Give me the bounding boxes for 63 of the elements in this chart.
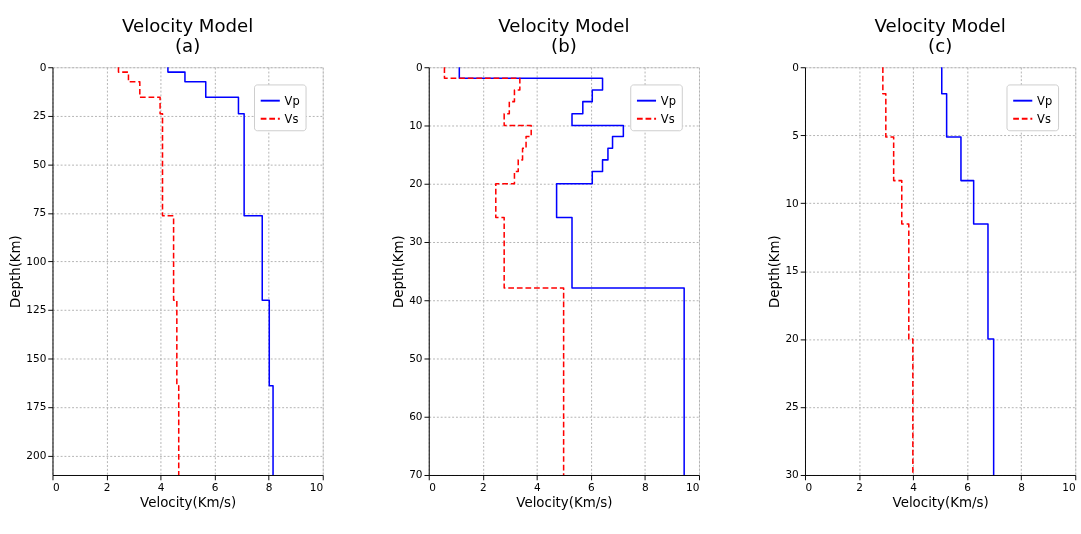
line-series <box>167 66 274 476</box>
line-series <box>458 66 685 476</box>
line-series <box>941 66 995 476</box>
y-tick-label: 10 <box>409 118 423 131</box>
y-tick-label: 30 <box>785 468 799 481</box>
y-tick-label: 100 <box>26 254 47 267</box>
y-tick-label: 0 <box>39 60 47 73</box>
y-tick-label: 50 <box>32 157 47 170</box>
x-tick-label: 0 <box>805 480 813 493</box>
x-tick-label: 8 <box>642 480 649 493</box>
y-tick-label: 25 <box>785 400 799 413</box>
x-tick-label: 6 <box>211 480 219 493</box>
y-tick-label: 40 <box>409 293 423 306</box>
x-tick-label: 4 <box>534 480 541 493</box>
y-tick-label: 200 <box>26 448 47 461</box>
x-tick-label: 0 <box>429 480 436 493</box>
y-tick-label: 50 <box>409 351 423 364</box>
x-tick-label: 10 <box>1062 480 1076 493</box>
x-tick-label: 2 <box>856 480 863 493</box>
y-tick-label: 175 <box>26 400 47 413</box>
y-tick-label: 20 <box>785 332 799 345</box>
y-tick-label: 60 <box>409 410 423 423</box>
legend-label: Vp <box>660 93 676 108</box>
legend-label: Vp <box>1037 93 1053 108</box>
x-tick-label: 2 <box>479 480 487 493</box>
y-tick-label: 125 <box>26 303 47 316</box>
x-tick-label: 8 <box>265 480 273 493</box>
line-series <box>443 66 565 476</box>
y-tick-label: 25 <box>32 109 47 122</box>
x-tick-label: 4 <box>910 480 918 493</box>
y-tick-label: 150 <box>26 351 47 364</box>
x-tick-label: 8 <box>1018 480 1026 493</box>
line-series <box>117 66 180 476</box>
x-tick-label: 4 <box>157 480 165 493</box>
chart-title: Velocity Model <box>498 14 630 36</box>
x-axis-title: Velocity(Km/s) <box>892 495 989 511</box>
legend-label: Vp <box>284 93 300 108</box>
x-tick-label: 10 <box>686 480 700 493</box>
y-axis-title: Depth(Km) <box>766 235 782 309</box>
x-tick-label: 6 <box>588 480 596 493</box>
y-tick-label: 10 <box>785 196 799 209</box>
y-tick-label: 30 <box>409 235 423 248</box>
chart-title: Velocity Model <box>122 14 254 36</box>
legend-label: Vs <box>284 111 299 126</box>
x-axis-title: Velocity(Km/s) <box>140 495 237 511</box>
line-series <box>882 66 914 476</box>
y-tick-label: 15 <box>785 264 799 277</box>
y-tick-label: 5 <box>792 128 799 141</box>
x-tick-label: 0 <box>53 480 60 493</box>
x-axis-title: Velocity(Km/s) <box>516 495 613 511</box>
y-tick-label: 75 <box>32 206 47 219</box>
x-tick-label: 6 <box>964 480 972 493</box>
chart-title: Velocity Model <box>874 14 1006 36</box>
y-axis-title: Depth(Km) <box>7 235 23 309</box>
x-tick-label: 10 <box>309 480 324 493</box>
legend-label: Vs <box>660 111 675 126</box>
x-tick-label: 2 <box>103 480 111 493</box>
y-tick-label: 70 <box>409 468 423 481</box>
legend-label: Vs <box>1037 111 1051 126</box>
y-tick-label: 20 <box>409 177 423 190</box>
y-tick-label: 0 <box>792 60 799 73</box>
y-axis-title: Depth(Km) <box>390 235 406 309</box>
y-tick-label: 0 <box>415 60 423 73</box>
